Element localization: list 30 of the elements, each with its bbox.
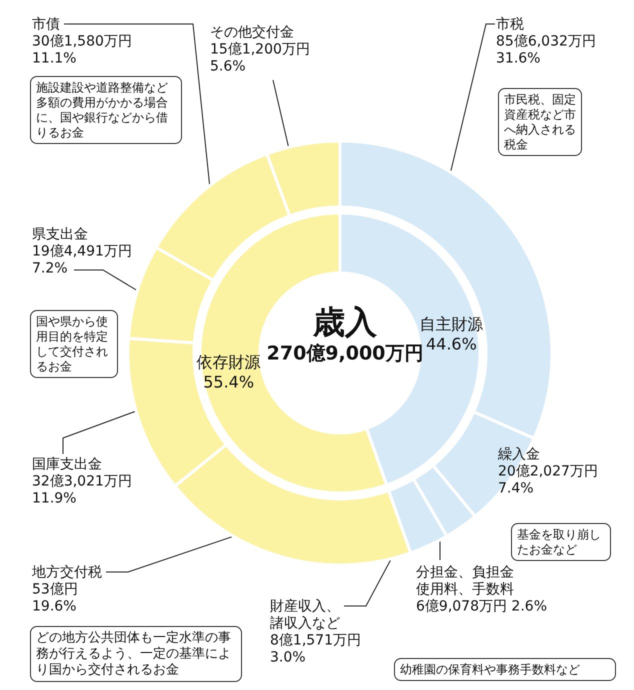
- slice-label: 繰入金: [497, 446, 540, 462]
- text: 歳入: [312, 303, 378, 341]
- slice-label: 分担金、負担金使用料、手数料: [416, 564, 514, 598]
- data-label: 32億3,021万円 11.9%: [32, 474, 132, 506]
- slice-label: 財産収入、諸収入など: [270, 598, 340, 632]
- slice-label: 国庫支出金: [32, 456, 102, 472]
- text: 施設建設や道路整備など多額の費用がかかる場合に、国や銀行などから借りるお金: [36, 80, 168, 140]
- data-label: 20億2,027万円 7.4%: [498, 464, 598, 496]
- data-label: 55.4%: [203, 372, 254, 392]
- data-label: 30億1,580万円 11.1%: [32, 34, 132, 66]
- data-label: 6億9,078万円 2.6%: [416, 598, 548, 614]
- text: 国や県から使用目的を特定して交付されるお金: [36, 314, 108, 374]
- text: 基金を取り崩したお金など: [517, 528, 601, 556]
- slice-label: 地方交付税: [31, 564, 102, 580]
- slice-label: 市債: [32, 16, 60, 32]
- data-label: 44.6%: [426, 334, 477, 354]
- slice-label: その他交付金: [210, 24, 294, 40]
- data-label: 19億4,491万円 7.2%: [32, 244, 132, 276]
- data-label: 85億6,032万円 31.6%: [496, 34, 596, 66]
- data-label: 8億1,571万円 3.0%: [270, 632, 361, 666]
- data-label: 15億1,200万円 5.6%: [210, 42, 310, 74]
- text: 270億9,000万円: [266, 342, 424, 364]
- text: どの地方公共団体も一定水準の事務が行えるよう、一定の基準により国から交付されるお金: [36, 630, 231, 678]
- slice-label: 県支出金: [32, 226, 88, 242]
- slice-label: 市税: [496, 16, 524, 32]
- text: 幼稚園の保育料や事務手数料など: [400, 662, 580, 676]
- data-label: 53億円 19.6%: [32, 582, 78, 614]
- slice-label: 依存財源: [196, 352, 261, 372]
- text: 市民税、固定資産税など市へ納入される税金: [504, 92, 576, 152]
- slice-label: 自主財源: [419, 314, 484, 334]
